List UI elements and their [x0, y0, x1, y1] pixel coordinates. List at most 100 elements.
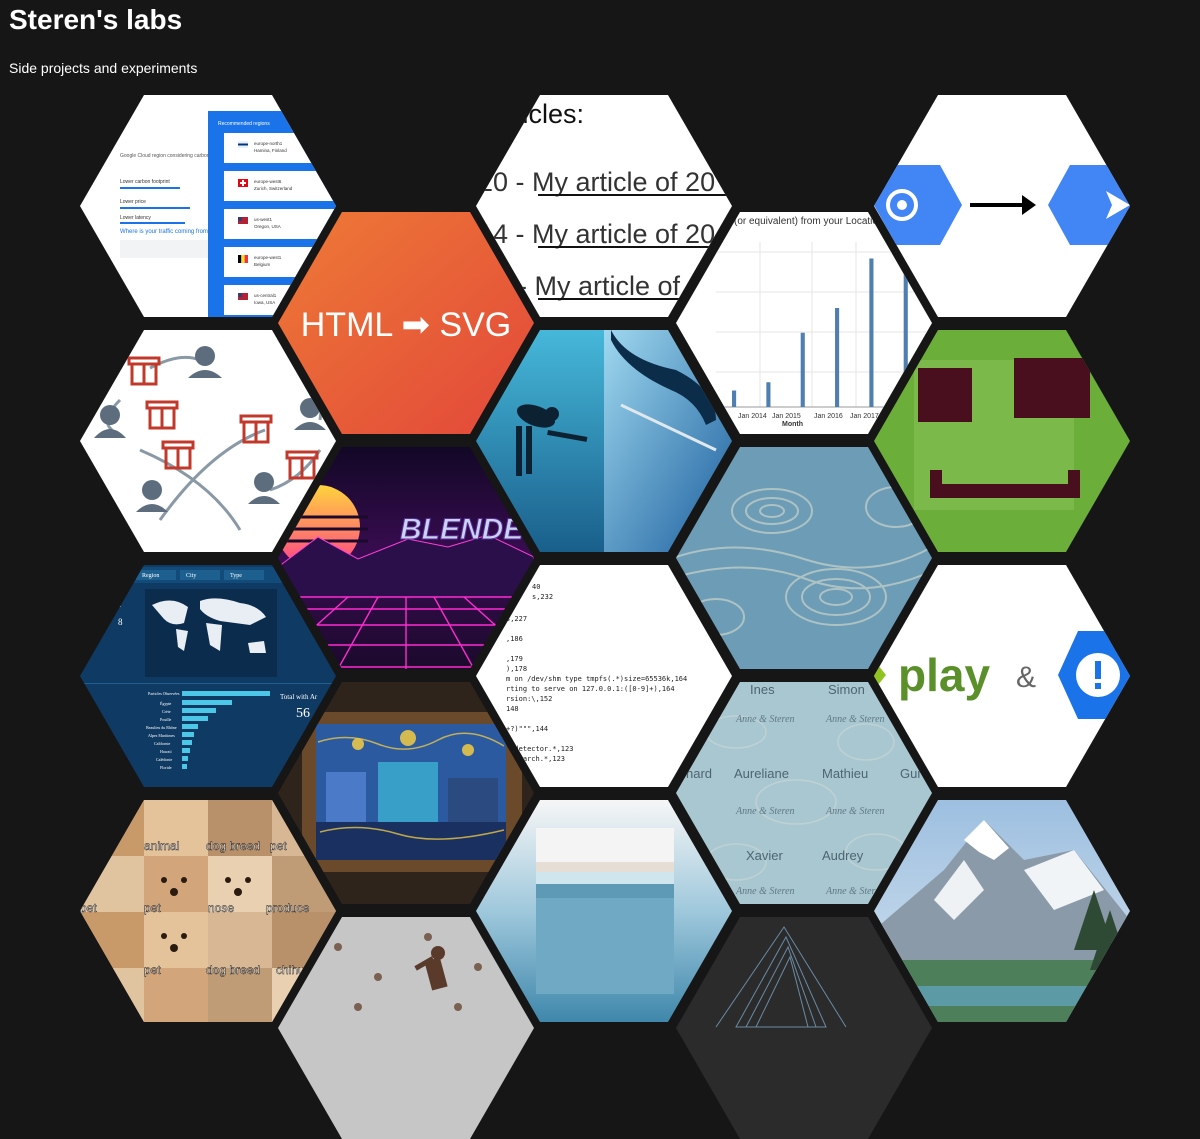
chart-bar — [766, 382, 771, 407]
svg-text:Calédonie: Calédonie — [156, 757, 172, 762]
svg-text:Hamina, Finland: Hamina, Finland — [254, 148, 287, 153]
guest-name: Ines — [750, 682, 775, 697]
svg-text:+?)""",144: +?)""",144 — [506, 725, 548, 733]
svg-text:s,227: s,227 — [506, 615, 527, 623]
svg-text:Zurich, Switzerland: Zurich, Switzerland — [254, 186, 293, 191]
project-data-dashboard[interactable]: Region City Type age depth 8 Particles O… — [80, 565, 336, 787]
project-dark-geometry[interactable] — [676, 917, 932, 1139]
person-icon — [94, 346, 326, 512]
world-map — [152, 598, 266, 653]
ampersand-label: & — [1016, 661, 1036, 694]
project-carbon-region-picker[interactable]: Google Cloud region considering carbon f… — [80, 95, 336, 317]
chart-bar — [800, 332, 805, 407]
project-ai-painting-frame[interactable] — [278, 682, 534, 904]
filter-region: Region — [142, 573, 159, 579]
svg-text:Californie: Californie — [154, 741, 170, 746]
vision-label: dog breed — [206, 963, 260, 977]
chart-bar — [835, 308, 840, 407]
project-pixel-face[interactable] — [874, 330, 1130, 552]
svg-text:8: 8 — [118, 617, 123, 627]
svg-text:,179: ,179 — [506, 655, 523, 663]
x-tick-label: Jan 2014 — [738, 413, 767, 420]
articles-thumbnail: rticles: 20 - My article of 20 14 - My a… — [476, 95, 732, 317]
guest-name: Xavier — [746, 848, 784, 863]
project-dog-vision-labels[interactable]: animal dog breed pet pet pet nose produc… — [80, 800, 336, 1022]
couple-name: Anne & Steren — [825, 714, 885, 725]
project-secret-santa[interactable] — [80, 330, 336, 552]
svg-text:s,232: s,232 — [532, 593, 553, 601]
filter-type: Type — [230, 573, 242, 579]
palette-swatch — [536, 872, 674, 884]
project-play-cloud-endpoints[interactable]: play & — [874, 565, 1130, 787]
project-climbing-wall[interactable] — [278, 917, 534, 1139]
couple-name: Anne & Steren — [735, 886, 795, 897]
project-wedding-names[interactable]: Ines Simon Aureliane Mathieu Gui Xavier … — [676, 682, 932, 904]
svg-text:Pouille: Pouille — [160, 717, 172, 722]
chart-bar — [732, 390, 737, 407]
right-eye — [1014, 358, 1090, 418]
gift-icon — [127, 356, 319, 480]
vision-label: pet — [144, 901, 161, 915]
palette-swatch — [536, 862, 674, 872]
guest-name: Gui — [900, 766, 920, 781]
guest-name: Mathieu — [822, 766, 868, 781]
svg-text:,186: ,186 — [506, 635, 523, 643]
articles-heading: rticles: — [506, 99, 584, 129]
vision-label: pet — [144, 963, 161, 977]
recommended-regions-heading: Recommended regions — [218, 121, 270, 127]
svg-text:rsion:\,152: rsion:\,152 — [506, 695, 552, 703]
guest-name: Audrey — [822, 848, 864, 863]
palette-swatch — [536, 884, 674, 898]
chart-title: (or equivalent) from your Location — [734, 216, 884, 227]
project-color-palette[interactable] — [476, 800, 732, 1022]
svg-text:Google Cloud region considerin: Google Cloud region considering carbon f… — [120, 153, 230, 159]
vision-label: animal — [144, 839, 179, 853]
form-line-3: Lower latency — [120, 215, 151, 221]
page-title: Steren's labs — [9, 4, 183, 35]
vision-label: dog breed — [206, 839, 260, 853]
project-underwater-photos[interactable] — [476, 330, 732, 552]
svg-text:Particles Observées: Particles Observées — [148, 691, 180, 696]
guest-name: Aureliane — [734, 766, 789, 781]
svg-text:icsearch.*,123: icsearch.*,123 — [506, 755, 565, 763]
searches-bar-chart: (or equivalent) from your Location Jan 2… — [676, 212, 932, 434]
project-log-output[interactable]: 40 s,232 s,227 ,186 ,179 ),178 m on /dev… — [476, 565, 732, 787]
blender-label: BLENDER — [400, 513, 534, 546]
project-blog-articles[interactable]: rticles: 20 - My article of 20 14 - My a… — [476, 95, 732, 317]
svg-text:Iowa, USA: Iowa, USA — [254, 300, 275, 305]
project-appengine-to-cloudrun[interactable] — [874, 95, 1130, 317]
vision-label: pet — [80, 901, 97, 915]
project-html-to-svg[interactable]: HTML ➡ SVG — [278, 212, 534, 434]
svg-text:40: 40 — [532, 583, 540, 591]
svg-text:148: 148 — [506, 705, 519, 713]
couple-name: Anne & Steren — [735, 714, 795, 725]
svg-text:Beaulieu du Rhône: Beaulieu du Rhône — [146, 725, 177, 730]
svg-text:us-west1: us-west1 — [254, 217, 273, 222]
project-blender-retrowave[interactable]: BLENDER — [278, 447, 534, 669]
svg-text:Belgium: Belgium — [254, 262, 271, 267]
svg-text:Floride: Floride — [160, 765, 172, 770]
article-line-1: 20 - My article of 20 — [478, 167, 715, 197]
play-label: play — [898, 649, 990, 701]
svg-text:),178: ),178 — [506, 665, 527, 673]
scuba-diver — [516, 404, 588, 476]
svg-text:Crète: Crète — [162, 709, 171, 714]
vision-label: produce — [266, 901, 310, 915]
project-hex-grid: Google Cloud region considering carbon f… — [80, 95, 1130, 1139]
dashboard-total-label: Total with Ar — [280, 693, 318, 701]
project-mountain-painting[interactable] — [874, 800, 1130, 1022]
cloud-run-icon — [1048, 165, 1130, 245]
form-line-2: Lower price — [120, 199, 146, 205]
project-searches-chart[interactable]: (or equivalent) from your Location Jan 2… — [676, 212, 932, 434]
svg-text:Hawaii: Hawaii — [160, 749, 172, 754]
couple-name: Anne & Steren — [825, 806, 885, 817]
svg-text:m on /dev/shm type tmpfs(.*)si: m on /dev/shm type tmpfs(.*)size=65536k,… — [506, 675, 687, 683]
svg-text:Oregon, USA: Oregon, USA — [254, 224, 281, 229]
svg-text:us-central1: us-central1 — [254, 293, 277, 298]
svg-text:europe-west6: europe-west6 — [254, 179, 282, 184]
couple-name: Anne & Steren — [735, 806, 795, 817]
left-eye — [918, 368, 972, 422]
vision-label: chihu — [276, 963, 305, 977]
project-flow-texture[interactable] — [676, 447, 932, 669]
filter-city: City — [186, 573, 196, 579]
